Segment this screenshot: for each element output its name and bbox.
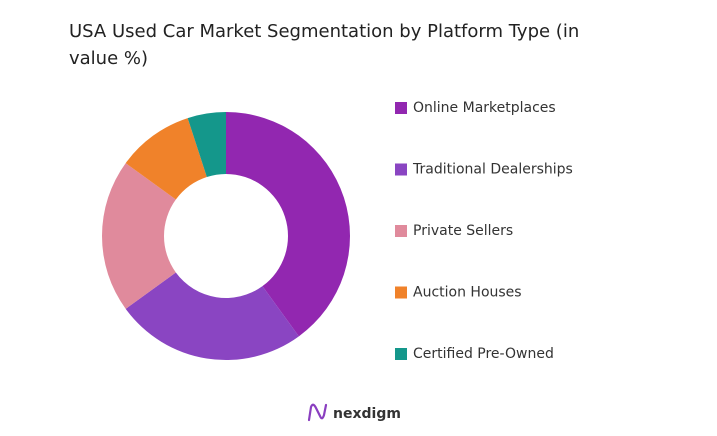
donut-segment bbox=[226, 112, 350, 337]
legend-label: Traditional Dealerships bbox=[412, 162, 573, 178]
legend-label: Private Sellers bbox=[413, 223, 513, 239]
legend-label: Online Marketplaces bbox=[413, 100, 556, 116]
legend-swatch bbox=[395, 102, 407, 114]
donut bbox=[102, 112, 350, 360]
chart-title: USA Used Car Market Segmentation by Plat… bbox=[69, 21, 580, 69]
donut-segment bbox=[102, 163, 176, 309]
brand-logo: nexdigm bbox=[307, 403, 401, 422]
brand-icon bbox=[307, 403, 328, 422]
legend: Online Marketplaces Traditional Dealershi… bbox=[395, 100, 573, 362]
donut-segment bbox=[187, 112, 226, 178]
donut-segment bbox=[125, 272, 299, 360]
legend-swatch bbox=[395, 163, 407, 176]
legend-swatch bbox=[395, 286, 407, 299]
brand-name: nexdigm bbox=[333, 406, 401, 422]
legend-swatch bbox=[395, 225, 407, 237]
legend-swatch bbox=[395, 348, 407, 360]
donut-segment bbox=[125, 118, 207, 200]
legend-label: Auction Houses bbox=[413, 285, 522, 301]
legend-label: Certified Pre-Owned bbox=[413, 346, 554, 362]
